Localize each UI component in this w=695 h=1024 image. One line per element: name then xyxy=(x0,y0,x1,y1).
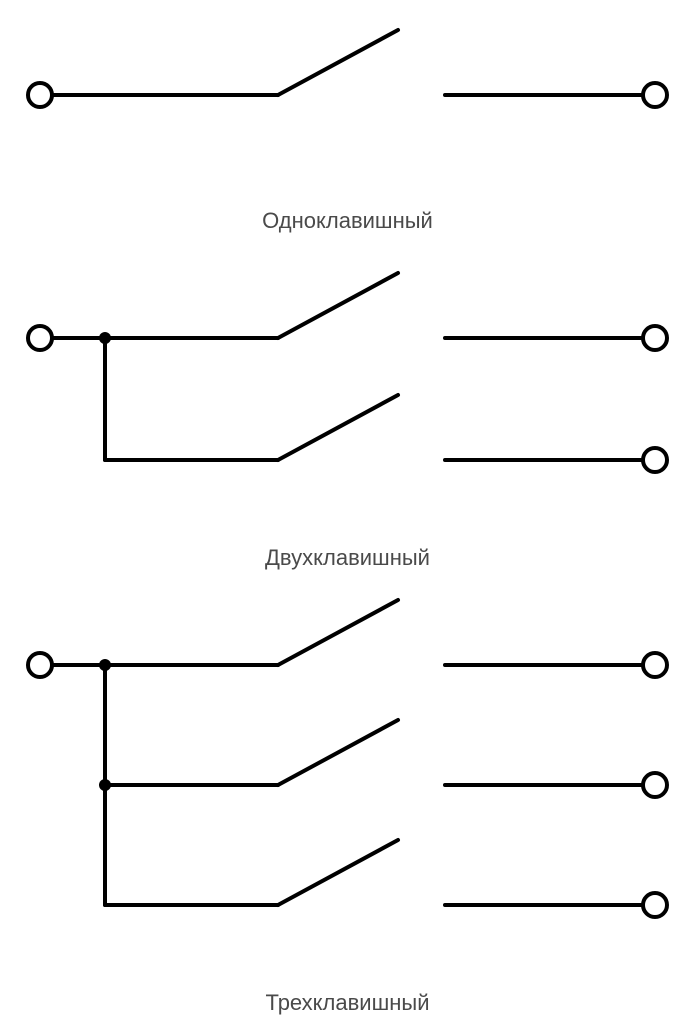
label-single: Одноклавишный xyxy=(0,208,695,234)
switch-diagram xyxy=(0,0,695,1024)
label-triple: Трехклавишный xyxy=(0,990,695,1016)
label-double: Двухклавишный xyxy=(0,545,695,571)
